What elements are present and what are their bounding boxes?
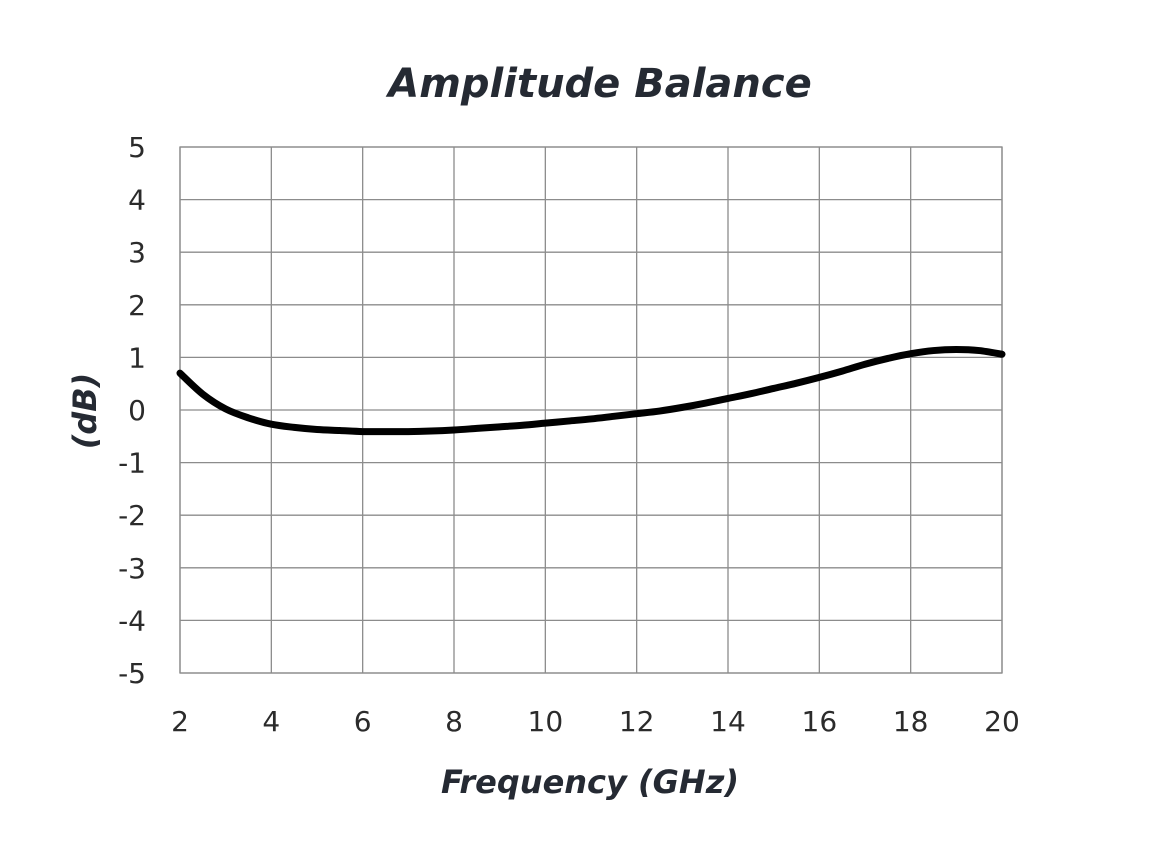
x-tick-label: 2 — [171, 705, 189, 738]
x-tick-label: 20 — [984, 705, 1020, 738]
x-tick-label: 14 — [710, 705, 746, 738]
x-tick-label: 10 — [528, 705, 564, 738]
x-tick-label: 16 — [802, 705, 838, 738]
y-tick-label: -1 — [118, 447, 146, 480]
x-tick-label: 18 — [893, 705, 929, 738]
y-tick-label: -3 — [118, 552, 146, 585]
y-tick-label: 5 — [128, 131, 146, 164]
y-tick-label: 4 — [128, 184, 146, 217]
x-axis-label: Frequency (GHz) — [441, 763, 739, 801]
grid-lines — [179, 146, 1003, 674]
y-tick-label: 3 — [128, 236, 146, 269]
x-axis-tick-labels: 2 4 6 8 10 12 14 16 18 20 — [171, 705, 1020, 738]
x-tick-label: 4 — [262, 705, 280, 738]
x-tick-label: 8 — [445, 705, 463, 738]
y-tick-label: -4 — [118, 604, 146, 637]
y-tick-label: -5 — [118, 657, 146, 690]
y-axis-label: (dB) — [66, 373, 104, 450]
plot-area-frame — [179, 146, 1003, 674]
y-tick-label: 0 — [128, 394, 146, 427]
x-tick-label: 12 — [619, 705, 655, 738]
y-tick-label: -2 — [118, 499, 146, 532]
y-tick-label: 2 — [128, 289, 146, 322]
y-tick-label: 1 — [128, 341, 146, 374]
y-axis-tick-labels: 5 4 3 2 1 0 -1 -2 -3 -4 -5 — [118, 131, 146, 690]
series-line — [176, 346, 1006, 436]
x-tick-label: 6 — [354, 705, 372, 738]
chart-title: Amplitude Balance — [385, 61, 811, 107]
